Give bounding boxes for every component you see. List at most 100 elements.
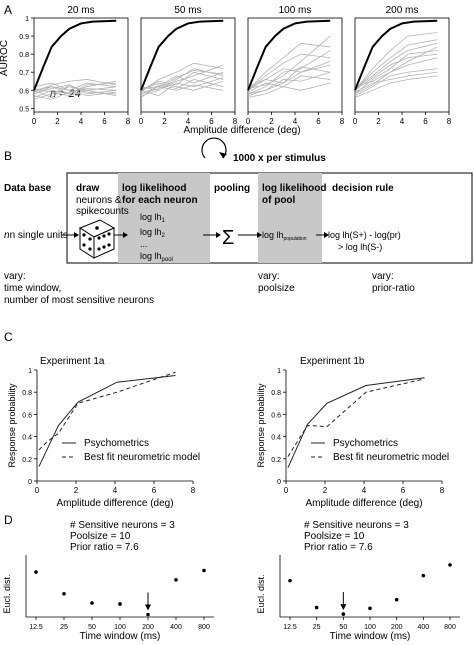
y-tick-label: 1 <box>28 368 32 375</box>
single-unit-line <box>140 77 224 97</box>
single-unit-line <box>33 82 117 97</box>
plot-frame <box>33 17 129 113</box>
y-tick-label: 0.6 <box>19 88 29 95</box>
loop-arrow-icon <box>201 137 227 159</box>
x-tick-label: 2 <box>269 117 274 126</box>
annotation-line: # Sensitive neurons = 3 <box>70 520 175 531</box>
loglik-item: log lh2 <box>140 227 166 239</box>
x-tick-label: 6 <box>209 117 214 126</box>
x-tick-label: 8 <box>233 117 238 126</box>
y-tick-label: 0.5 <box>19 106 29 113</box>
subplot-title: 20 ms <box>67 5 94 16</box>
x-tick-label: 0 <box>284 486 289 495</box>
data-point <box>448 563 452 567</box>
y-axis-label: Eucl. dist. <box>256 574 266 613</box>
loglik-item-text: log lh <box>140 227 162 237</box>
x-tick-label: 400 <box>170 624 182 631</box>
population-line <box>354 19 438 91</box>
single-unit-line <box>140 79 224 98</box>
x-axis-label: Time window (ms) <box>330 631 411 642</box>
n-italic: n <box>4 230 10 241</box>
x-tick-label: 4 <box>79 117 84 126</box>
x-tick-label: 4 <box>186 117 191 126</box>
data-point <box>368 606 372 611</box>
data-point <box>202 568 206 573</box>
single-unit-line <box>354 39 438 91</box>
y-tick-label: 1 <box>277 368 281 375</box>
x-tick-label: 12.5 <box>29 624 43 631</box>
panel-a: AUROC Amplitude difference (deg) n = 24 … <box>0 5 452 136</box>
single-unit-line <box>354 50 438 95</box>
legend-label: Best fit neurometric model <box>84 452 200 463</box>
x-tick-label: 2 <box>74 486 79 495</box>
panel-a-ylabel: AUROC <box>0 40 10 76</box>
y-axis-label: Response probability <box>256 383 266 468</box>
x-axis-label: Amplitude difference (deg) <box>56 498 173 509</box>
database-label: Data base <box>4 183 52 194</box>
auroc-subplot: 50 ms 0 2 4 6 8 <box>139 5 238 126</box>
panel-letter-d: D <box>4 513 13 527</box>
y-tick-label: 1 <box>25 16 29 23</box>
x-tick-label: 50 <box>88 624 96 631</box>
decision-title: decision rule <box>332 183 394 194</box>
single-unit-line <box>33 84 117 95</box>
panel-letter-c: C <box>4 330 13 344</box>
x-tick-label: 100 <box>114 624 126 631</box>
panel-c: Experiment 1a Response probability Amplitu… <box>7 356 449 509</box>
x-tick-label: 0 <box>35 486 40 495</box>
x-tick-label: 2 <box>162 117 167 126</box>
annotation-line: Poolsize = 10 <box>304 531 365 542</box>
loglik-item: log lh1 <box>140 212 166 224</box>
annotation-line: # Sensitive neurons = 3 <box>304 520 409 531</box>
single-unit-line <box>247 35 331 89</box>
annotation-line: Poolsize = 10 <box>70 531 131 542</box>
plot-frame <box>140 17 236 113</box>
x-tick-label: 400 <box>417 624 429 631</box>
population-line <box>140 19 224 91</box>
loglik-item: log lhpool <box>140 251 173 263</box>
annotation-line: Prior ratio = 7.6 <box>70 542 139 553</box>
single-unit-line <box>140 71 224 91</box>
y-tick-label: 0 <box>28 479 32 486</box>
x-tick-label: 4 <box>113 486 118 495</box>
pooling-title: pooling <box>214 183 250 194</box>
y-tick-label: 0.4 <box>271 435 281 442</box>
y-tick-label: 0.7 <box>19 70 29 77</box>
single-unit-line <box>33 79 117 93</box>
psychometric-line <box>38 375 176 467</box>
annotation-line: Prior ratio = 7.6 <box>304 542 373 553</box>
draw-title: draw <box>76 183 100 194</box>
neurometric-line <box>287 378 425 457</box>
x-tick-label: 25 <box>60 624 68 631</box>
single-unit-line <box>140 80 224 91</box>
decision-line-2: > log lh(S-) <box>338 242 382 252</box>
best-marker-arrowhead-icon <box>340 604 347 611</box>
data-point <box>118 602 122 606</box>
loop-arrowhead-icon <box>219 152 227 158</box>
subplot-title: 200 ms <box>386 5 419 16</box>
draw-title-line: draw <box>76 183 100 194</box>
vary-3-line-2: prior-ratio <box>372 283 415 294</box>
single-unit-line <box>354 68 438 97</box>
legend-label: Best fit neurometric model <box>333 452 449 463</box>
panel-b-diagram: 1000 x per stimulus Data base nn single … <box>4 137 473 306</box>
loglik-item-text: log lh <box>140 212 162 222</box>
x-tick-label: 2 <box>376 117 381 126</box>
pool-item-text: log lh <box>262 230 284 240</box>
x-tick-label: 0 <box>353 117 358 126</box>
population-line <box>247 19 331 91</box>
x-tick-label: 2 <box>55 117 60 126</box>
legend-label: Psychometrics <box>333 438 398 449</box>
single-unit-line <box>33 82 117 95</box>
subplot-title: Experiment 1b <box>300 356 365 367</box>
x-tick-label: 8 <box>440 486 445 495</box>
x-tick-label: 4 <box>293 117 298 126</box>
y-tick-label: 0 <box>277 479 281 486</box>
auroc-subplot: 200 ms 0 2 4 6 8 <box>353 5 452 126</box>
y-axis-label: Response probability <box>7 383 17 468</box>
subplot-title: 100 ms <box>279 5 312 16</box>
x-tick-label: 6 <box>423 117 428 126</box>
x-tick-label: 0 <box>139 117 144 126</box>
